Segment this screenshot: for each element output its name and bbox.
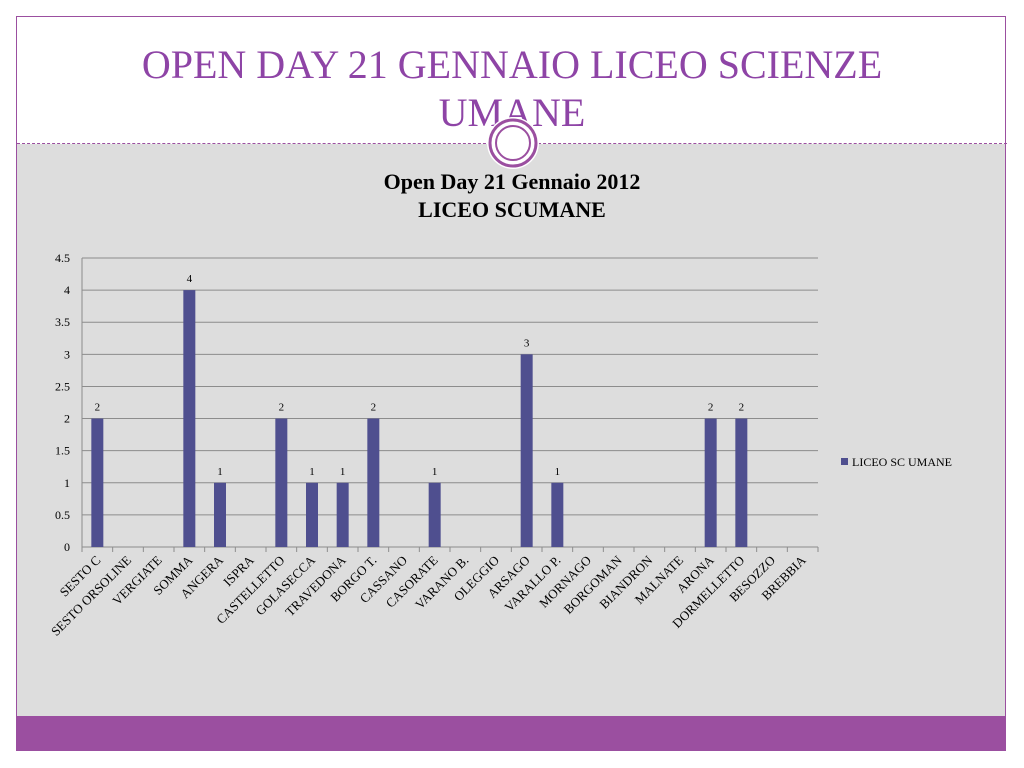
bar — [275, 418, 288, 547]
bar — [367, 418, 380, 547]
bar — [336, 482, 349, 547]
legend-label: LICEO SC UMANE — [852, 455, 952, 469]
data-label: 1 — [555, 466, 561, 478]
bar — [91, 418, 104, 547]
data-label: 2 — [279, 402, 285, 414]
circle-ornament-graphic — [488, 118, 538, 168]
slide-title: OPEN DAY 21 GENNAIO LICEO SCIENZE UMANE — [17, 41, 1007, 137]
data-label: 1 — [340, 466, 346, 478]
legend-swatch — [841, 458, 848, 465]
data-label: 2 — [739, 402, 745, 414]
content-panel — [17, 144, 1005, 716]
y-tick-label: 3 — [64, 347, 70, 361]
bar — [735, 418, 748, 547]
data-label: 1 — [217, 466, 223, 478]
y-tick-label: 0.5 — [55, 508, 70, 522]
data-label: 2 — [95, 402, 101, 414]
y-tick-label: 1 — [64, 476, 70, 490]
chart-title-block: Open Day 21 Gennaio 2012 LICEO SCUMANE — [0, 168, 1024, 224]
chart-subtitle: LICEO SCUMANE — [418, 197, 606, 222]
y-tick-label: 1.5 — [55, 444, 70, 458]
y-tick-label: 4.5 — [55, 251, 70, 265]
data-label: 1 — [309, 466, 315, 478]
bar — [520, 354, 533, 547]
chart-title: Open Day 21 Gennaio 2012 — [383, 169, 641, 194]
y-tick-label: 3.5 — [55, 315, 70, 329]
y-tick-label: 2.5 — [55, 379, 70, 393]
data-label: 2 — [371, 402, 377, 414]
y-tick-label: 4 — [64, 283, 70, 297]
circle-ornament-icon — [487, 117, 539, 169]
y-tick-label: 2 — [64, 412, 70, 426]
slide: OPEN DAY 21 GENNAIO LICEO SCIENZE UMANE — [16, 16, 1007, 751]
bar — [704, 418, 717, 547]
data-label: 4 — [187, 273, 193, 285]
bar — [306, 482, 318, 547]
bar — [551, 482, 564, 547]
bar — [428, 482, 441, 547]
footer-bar — [17, 716, 1005, 750]
slide-title-line-1: OPEN DAY 21 GENNAIO LICEO SCIENZE — [141, 42, 883, 87]
data-label: 2 — [708, 402, 714, 414]
data-label: 1 — [432, 466, 438, 478]
bar — [183, 290, 196, 547]
y-tick-label: 0 — [64, 540, 70, 554]
data-label: 3 — [524, 337, 530, 349]
bar — [214, 482, 226, 547]
